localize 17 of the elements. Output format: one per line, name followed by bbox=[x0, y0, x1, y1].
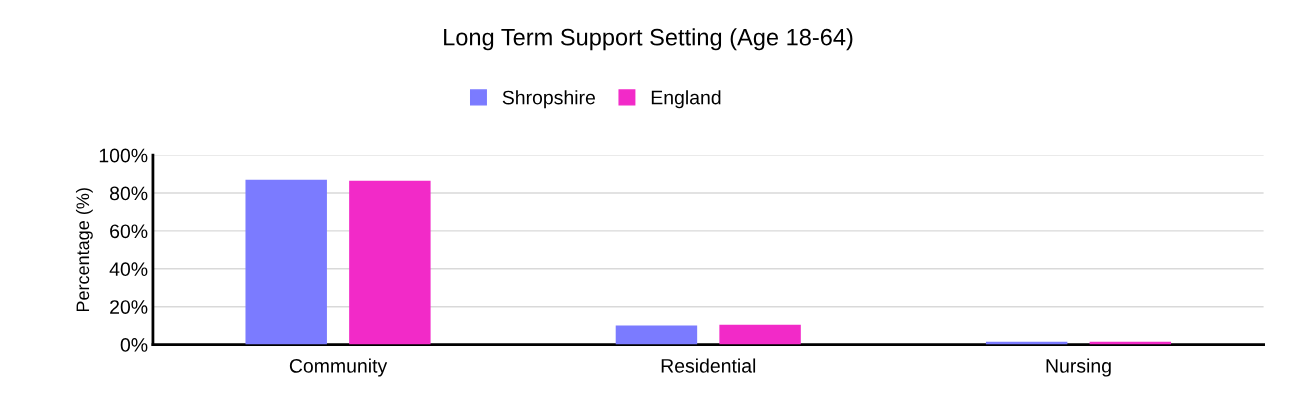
bar bbox=[245, 179, 327, 345]
chart-title: Long Term Support Setting (Age 18-64) bbox=[444, 28, 853, 51]
x-tick-label: Nursing bbox=[1046, 358, 1111, 377]
y-axis-title: Percentage (%) bbox=[75, 188, 93, 312]
y-tick-label: 0% bbox=[120, 338, 148, 352]
bar bbox=[349, 180, 431, 345]
bar bbox=[719, 324, 801, 345]
y-tick-label: 100% bbox=[99, 148, 148, 163]
x-tick-label: Residential bbox=[661, 358, 756, 373]
legend-label: Shropshire bbox=[502, 90, 595, 109]
y-tick-label: 80% bbox=[110, 186, 148, 201]
y-tick-label: 40% bbox=[109, 262, 148, 277]
y-tick-label: 20% bbox=[110, 300, 148, 314]
bar bbox=[615, 325, 698, 345]
y-tick-label: 60% bbox=[110, 224, 148, 239]
x-tick-label: Community bbox=[289, 358, 388, 377]
legend-label: England bbox=[651, 90, 721, 109]
